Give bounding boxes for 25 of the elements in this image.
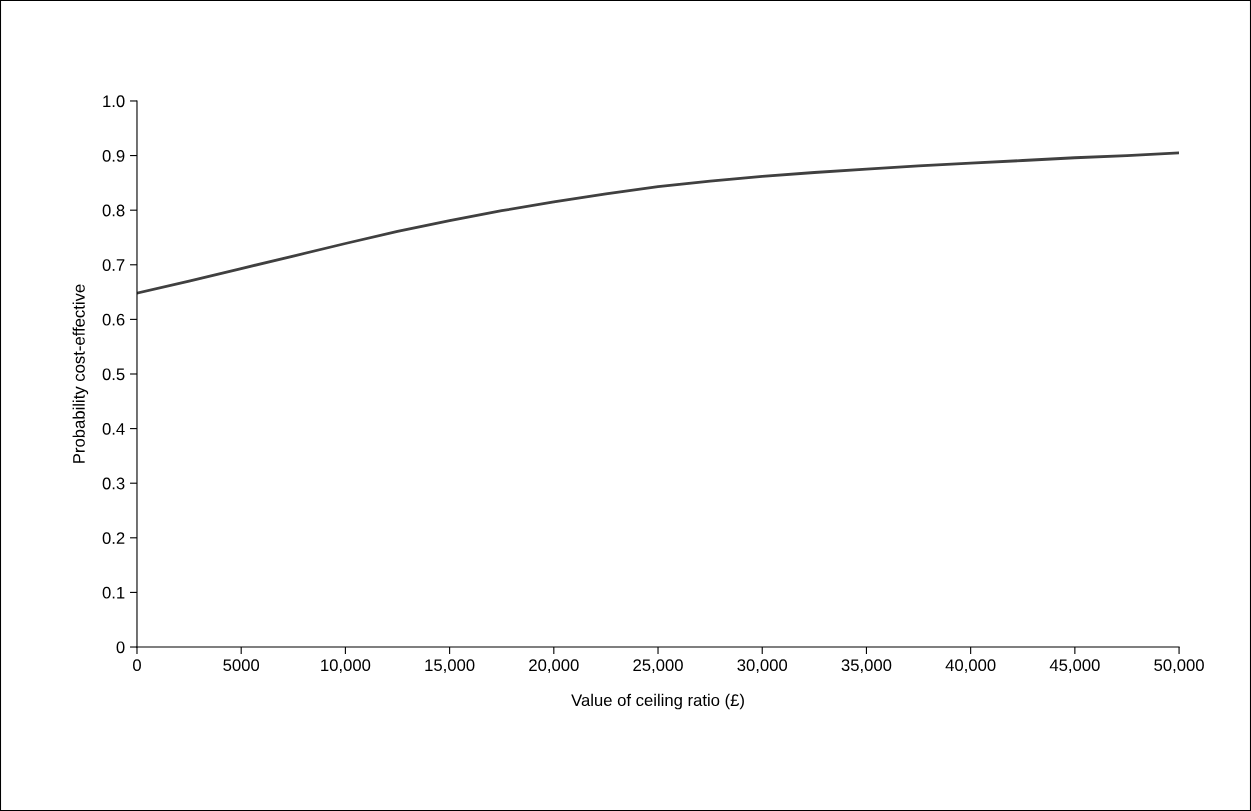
y-axis-title: Probability cost-effective (72, 284, 89, 463)
y-tick-label: 0.4 (102, 423, 125, 435)
y-tick-label: 0.3 (102, 477, 125, 490)
y-tick-label: 0.2 (102, 532, 125, 545)
x-tick-label: 10,000 (321, 659, 371, 674)
x-tick-label: 20,000 (529, 659, 579, 674)
x-tick-label: 5000 (223, 659, 260, 672)
y-tick-label: 0.1 (102, 586, 125, 599)
x-tick-label: 45,000 (1049, 659, 1100, 674)
y-tick-label: 1.0 (103, 95, 125, 108)
x-tick-label: 50,000 (1154, 659, 1204, 674)
x-axis-title: Value of ceiling ratio (£) (571, 693, 744, 710)
line-series (136, 151, 1180, 295)
y-tick-label: 0.7 (102, 259, 125, 271)
y-tick-label: 0.6 (102, 313, 125, 326)
x-tick-label: 30,000 (737, 659, 788, 674)
x-tick-label: 0 (133, 659, 141, 672)
x-tick-label: 15,000 (425, 659, 475, 674)
y-tick-label: 0.9 (102, 149, 125, 162)
x-tick-label: 40,000 (945, 659, 996, 674)
y-tick-label: 0.5 (102, 368, 125, 381)
x-tick-label: 35,000 (841, 659, 892, 674)
y-tick-label: 0 (116, 641, 125, 654)
x-tick-label: 25,000 (633, 659, 683, 674)
y-tick-label: 0.8 (102, 204, 125, 217)
